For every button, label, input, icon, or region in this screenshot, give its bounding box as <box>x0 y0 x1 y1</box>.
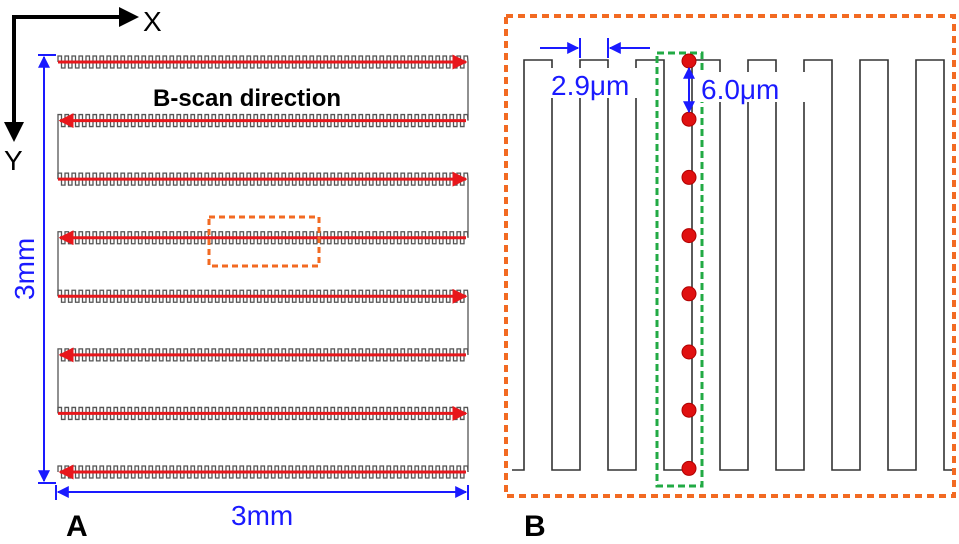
b-scan-caption: B-scan direction <box>153 85 341 112</box>
sample-point <box>681 402 697 418</box>
y-axis-label: Y <box>4 145 23 176</box>
sample-point <box>681 286 697 302</box>
raster-wiggle <box>57 289 469 303</box>
raster-wiggle <box>57 231 469 245</box>
zoom-region-box <box>207 215 321 268</box>
step-label: 6.0μm <box>701 74 779 105</box>
panel-a: X Y B-scan direction 3mm 3mm A <box>4 6 469 543</box>
raster-wiggle <box>57 406 469 421</box>
width-dimension-label: 3mm <box>231 500 293 531</box>
sample-point <box>681 344 697 360</box>
panel-b-letter: B <box>524 510 546 543</box>
raster-wiggle <box>57 172 469 186</box>
sample-point <box>681 111 697 127</box>
sample-point <box>681 228 697 244</box>
sample-points <box>681 53 697 476</box>
raster-wiggle <box>57 55 469 69</box>
x-axis-label: X <box>143 6 162 37</box>
step-label-bg <box>699 72 811 102</box>
pitch-label-bg <box>548 68 652 98</box>
sample-point <box>681 169 697 185</box>
pitch-label: 2.9μm <box>551 70 629 101</box>
serpentine-scan-path <box>512 59 952 471</box>
sample-point <box>681 460 697 476</box>
highlight-column-box <box>655 51 704 488</box>
sample-point <box>681 53 697 69</box>
panel-b-border <box>504 14 956 498</box>
panel-b: 2.9μm 6.0μm B <box>504 14 956 543</box>
raster-wiggle <box>57 465 469 479</box>
height-dimension-label: 3mm <box>9 238 40 300</box>
raster-wiggle <box>57 113 469 128</box>
panel-a-letter: A <box>66 510 88 543</box>
raster-wiggle <box>57 348 469 362</box>
raster-scan-rows <box>57 54 469 480</box>
